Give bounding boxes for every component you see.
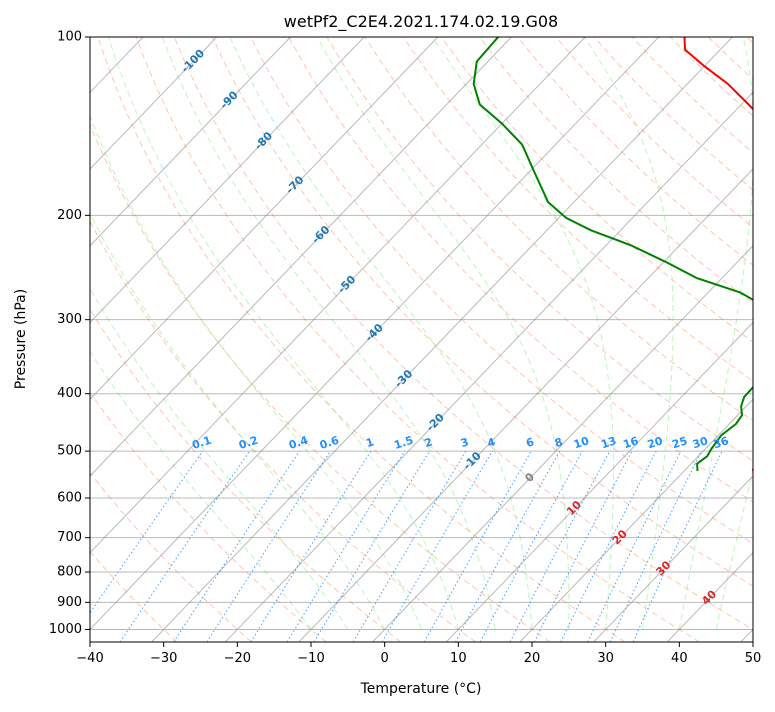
x-tick-label: 50 xyxy=(745,651,762,666)
y-tick-label: 400 xyxy=(57,386,82,401)
x-tick-label: −10 xyxy=(297,651,324,666)
x-tick-label: 10 xyxy=(450,651,467,666)
y-tick-label: 500 xyxy=(57,444,82,459)
y-tick-label: 100 xyxy=(57,30,82,45)
plot-area-background xyxy=(90,37,753,642)
y-tick-label: 1000 xyxy=(49,622,82,637)
y-tick-label: 300 xyxy=(57,312,82,327)
x-axis-label: Temperature (°C) xyxy=(360,681,482,697)
y-tick-label: 600 xyxy=(57,491,82,506)
x-tick-label: 40 xyxy=(671,651,688,666)
x-tick-label: 0 xyxy=(381,651,389,666)
x-tick-label: 30 xyxy=(597,651,614,666)
y-tick-label: 900 xyxy=(57,595,82,610)
x-tick-label: 20 xyxy=(524,651,541,666)
y-tick-label: 200 xyxy=(57,208,82,223)
chart-title: wetPf2_C2E4.2021.174.02.19.G08 xyxy=(284,12,558,32)
y-tick-label: 700 xyxy=(57,530,82,545)
x-tick-label: −20 xyxy=(224,651,251,666)
y-tick-label: 800 xyxy=(57,565,82,580)
y-axis-label: Pressure (hPa) xyxy=(13,289,29,389)
x-tick-label: −30 xyxy=(150,651,177,666)
x-tick-label: −40 xyxy=(76,651,103,666)
